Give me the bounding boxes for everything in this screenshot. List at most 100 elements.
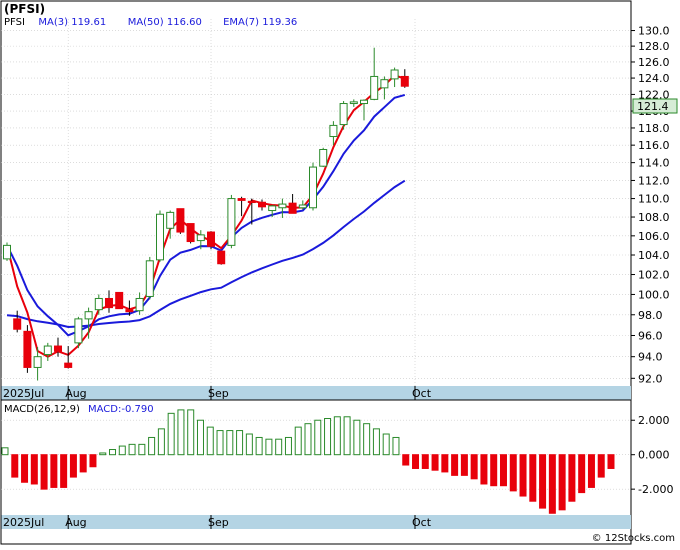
macd-y-tick-label: -2.000 <box>638 483 673 496</box>
candle-body-up <box>227 198 236 246</box>
macd-bar-negative <box>499 454 507 487</box>
ema7-path <box>6 93 406 337</box>
candle <box>176 208 185 234</box>
price-y-tick-label: 126.0 <box>638 56 670 69</box>
price-y-tick-label: 114.0 <box>638 157 670 170</box>
candle <box>207 231 215 250</box>
price-y-tick-label: 96.0 <box>638 330 663 343</box>
macd-legend-label: MACD(26,12,9) <box>4 404 80 415</box>
macd-bar-positive <box>236 430 244 456</box>
macd-bar-negative <box>509 454 517 492</box>
macd-bar-positive <box>226 430 234 456</box>
price-y-tick-label: 108.0 <box>638 211 670 224</box>
macd-bar-positive <box>216 430 224 456</box>
candle-body-down <box>247 200 256 204</box>
candle-body-down <box>176 208 185 233</box>
macd-bar-positive <box>206 426 214 456</box>
date-axis-macd: 2025Jul Aug Sep Oct <box>0 515 432 529</box>
candle <box>339 101 348 130</box>
price-y-tick-label: 124.0 <box>638 72 670 85</box>
candle <box>298 200 307 210</box>
candle-body-up <box>145 260 154 297</box>
price-y-tick-label: 116.0 <box>638 139 670 152</box>
copyright-footer: © 12Stocks.com <box>592 533 675 544</box>
macd-bar-negative <box>568 454 576 502</box>
candle-body-up <box>74 318 83 344</box>
price-y-tick-label: 102.0 <box>638 269 670 282</box>
candle <box>370 47 379 101</box>
candle <box>125 300 134 316</box>
last-price-tag-box <box>632 98 678 114</box>
candle <box>33 347 42 381</box>
candle <box>64 346 73 369</box>
macd-y-axis: 2.000 0.000 -2.000 <box>631 414 673 496</box>
macd-bar-positive <box>275 438 283 456</box>
candle-body-up <box>135 297 144 312</box>
macd-bar-negative <box>60 454 68 488</box>
date-tick-label: Aug <box>65 516 86 529</box>
candle-body-down <box>258 201 266 208</box>
ma3-path <box>6 74 406 358</box>
candle <box>13 310 22 333</box>
macd-bar-positive <box>128 443 136 456</box>
candle <box>390 67 399 88</box>
price-y-tick-label: 128.0 <box>638 40 670 53</box>
macd-bar-positive <box>245 433 253 456</box>
macd-bar-negative <box>40 454 48 490</box>
date-tick-label: Sep <box>208 516 229 529</box>
legend-item: EMA(7) 119.36 <box>223 17 297 28</box>
candle-body-down <box>207 231 215 247</box>
macd-bar-negative <box>412 454 420 469</box>
macd-bar-negative <box>539 454 547 509</box>
candle-body-up <box>339 103 348 126</box>
candle-body-down <box>217 250 226 265</box>
macd-bar-negative <box>11 454 19 478</box>
candle-body-down <box>105 297 113 309</box>
macd-bar-negative <box>69 454 77 478</box>
candle-body-down <box>237 198 246 201</box>
candle-body-up <box>156 213 164 261</box>
macd-bar-positive <box>333 416 341 456</box>
macd-bar-negative <box>578 454 586 494</box>
candle <box>105 290 113 313</box>
candle <box>186 223 195 244</box>
macd-legend-value: MACD:-0.790 <box>88 404 154 415</box>
last-price-value: 121.4 <box>637 100 669 113</box>
macd-bar-positive <box>157 428 165 456</box>
macd-bar-negative <box>519 454 527 497</box>
candle-body-down <box>13 318 22 330</box>
macd-bar-positive <box>167 412 175 456</box>
macd-bar-negative <box>558 454 566 511</box>
macd-bar-positive <box>177 409 185 456</box>
candle <box>360 99 368 121</box>
macd-bar-positive <box>392 436 400 456</box>
ma3-line <box>6 74 406 358</box>
macd-bar-negative <box>480 454 488 485</box>
macd-bar-positive <box>324 418 332 456</box>
price-y-tick-label: 94.0 <box>638 351 663 364</box>
candle-body-up <box>84 311 93 320</box>
macd-bar-negative <box>50 454 58 488</box>
candle <box>94 294 103 315</box>
macd-bar-negative <box>402 454 410 466</box>
macd-histogram <box>1 409 615 514</box>
macd-bar-negative <box>21 454 29 483</box>
price-y-axis: 130.0128.0126.0124.0122.0120.0118.0116.0… <box>631 25 670 385</box>
candle-body-up <box>33 356 42 368</box>
candle-body-up <box>166 211 175 229</box>
candle <box>196 230 205 250</box>
macd-bar-negative <box>30 454 38 485</box>
candle-body-down <box>54 345 62 352</box>
price-y-tick-label: 98.0 <box>638 309 663 322</box>
candle <box>145 256 154 300</box>
candle-body-up <box>370 75 379 100</box>
macd-bar-positive <box>138 443 146 456</box>
price-y-tick-label: 100.0 <box>638 288 670 301</box>
candle <box>309 162 317 211</box>
macd-y-tick-label: 0.000 <box>638 449 670 462</box>
macd-bar-positive <box>265 438 273 456</box>
date-axis-band-price <box>1 386 631 400</box>
candle <box>400 69 409 88</box>
